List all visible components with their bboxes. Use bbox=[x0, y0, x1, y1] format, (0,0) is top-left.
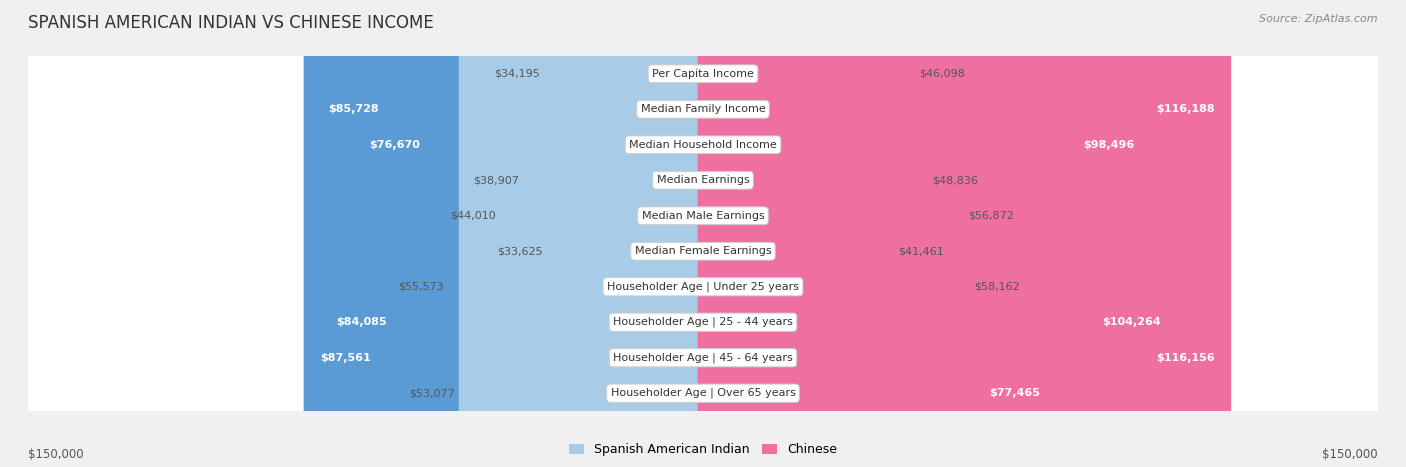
FancyBboxPatch shape bbox=[24, 0, 1382, 467]
FancyBboxPatch shape bbox=[24, 0, 1382, 467]
Text: $116,188: $116,188 bbox=[1156, 104, 1215, 114]
FancyBboxPatch shape bbox=[697, 0, 928, 467]
Text: Median Family Income: Median Family Income bbox=[641, 104, 765, 114]
Text: $44,010: $44,010 bbox=[450, 211, 496, 221]
FancyBboxPatch shape bbox=[24, 0, 1382, 467]
Text: Source: ZipAtlas.com: Source: ZipAtlas.com bbox=[1260, 14, 1378, 24]
Text: $150,000: $150,000 bbox=[28, 448, 84, 461]
FancyBboxPatch shape bbox=[458, 0, 709, 467]
FancyBboxPatch shape bbox=[547, 0, 709, 467]
FancyBboxPatch shape bbox=[697, 0, 915, 467]
Text: $48,836: $48,836 bbox=[932, 175, 977, 185]
Text: Median Female Earnings: Median Female Earnings bbox=[634, 246, 772, 256]
Text: $98,496: $98,496 bbox=[1084, 140, 1135, 150]
FancyBboxPatch shape bbox=[24, 0, 1382, 467]
Text: Median Household Income: Median Household Income bbox=[628, 140, 778, 150]
Text: $150,000: $150,000 bbox=[1322, 448, 1378, 461]
Text: $104,264: $104,264 bbox=[1102, 317, 1161, 327]
Text: Median Male Earnings: Median Male Earnings bbox=[641, 211, 765, 221]
FancyBboxPatch shape bbox=[24, 0, 1382, 467]
Text: Median Earnings: Median Earnings bbox=[657, 175, 749, 185]
FancyBboxPatch shape bbox=[544, 0, 709, 467]
Text: $53,077: $53,077 bbox=[409, 388, 456, 398]
FancyBboxPatch shape bbox=[697, 0, 965, 467]
Text: SPANISH AMERICAN INDIAN VS CHINESE INCOME: SPANISH AMERICAN INDIAN VS CHINESE INCOM… bbox=[28, 14, 434, 32]
FancyBboxPatch shape bbox=[319, 0, 709, 467]
FancyBboxPatch shape bbox=[447, 0, 709, 467]
FancyBboxPatch shape bbox=[353, 0, 709, 467]
Text: $38,907: $38,907 bbox=[472, 175, 519, 185]
FancyBboxPatch shape bbox=[697, 0, 1232, 467]
FancyBboxPatch shape bbox=[24, 0, 1382, 467]
FancyBboxPatch shape bbox=[697, 0, 1177, 467]
FancyBboxPatch shape bbox=[312, 0, 709, 467]
FancyBboxPatch shape bbox=[697, 0, 896, 467]
FancyBboxPatch shape bbox=[697, 0, 1232, 467]
Text: Householder Age | Under 25 years: Householder Age | Under 25 years bbox=[607, 282, 799, 292]
Text: $85,728: $85,728 bbox=[329, 104, 380, 114]
Text: $55,573: $55,573 bbox=[398, 282, 444, 292]
FancyBboxPatch shape bbox=[304, 0, 709, 467]
Text: $34,195: $34,195 bbox=[495, 69, 540, 79]
FancyBboxPatch shape bbox=[24, 0, 1382, 467]
Text: Householder Age | 45 - 64 years: Householder Age | 45 - 64 years bbox=[613, 353, 793, 363]
FancyBboxPatch shape bbox=[697, 0, 970, 467]
FancyBboxPatch shape bbox=[24, 0, 1382, 467]
Text: $116,156: $116,156 bbox=[1156, 353, 1215, 363]
Text: $41,461: $41,461 bbox=[898, 246, 945, 256]
Text: $56,872: $56,872 bbox=[967, 211, 1014, 221]
Legend: Spanish American Indian, Chinese: Spanish American Indian, Chinese bbox=[564, 439, 842, 461]
Text: $77,465: $77,465 bbox=[990, 388, 1040, 398]
Text: Householder Age | 25 - 44 years: Householder Age | 25 - 44 years bbox=[613, 317, 793, 327]
FancyBboxPatch shape bbox=[24, 0, 1382, 467]
Text: $46,098: $46,098 bbox=[920, 69, 966, 79]
Text: Per Capita Income: Per Capita Income bbox=[652, 69, 754, 79]
FancyBboxPatch shape bbox=[523, 0, 709, 467]
FancyBboxPatch shape bbox=[697, 0, 1057, 467]
FancyBboxPatch shape bbox=[499, 0, 709, 467]
Text: $58,162: $58,162 bbox=[974, 282, 1019, 292]
Text: $84,085: $84,085 bbox=[336, 317, 387, 327]
Text: Householder Age | Over 65 years: Householder Age | Over 65 years bbox=[610, 388, 796, 398]
Text: $33,625: $33,625 bbox=[498, 246, 543, 256]
Text: $76,670: $76,670 bbox=[370, 140, 420, 150]
Text: $87,561: $87,561 bbox=[321, 353, 371, 363]
FancyBboxPatch shape bbox=[697, 0, 1152, 467]
FancyBboxPatch shape bbox=[24, 0, 1382, 467]
